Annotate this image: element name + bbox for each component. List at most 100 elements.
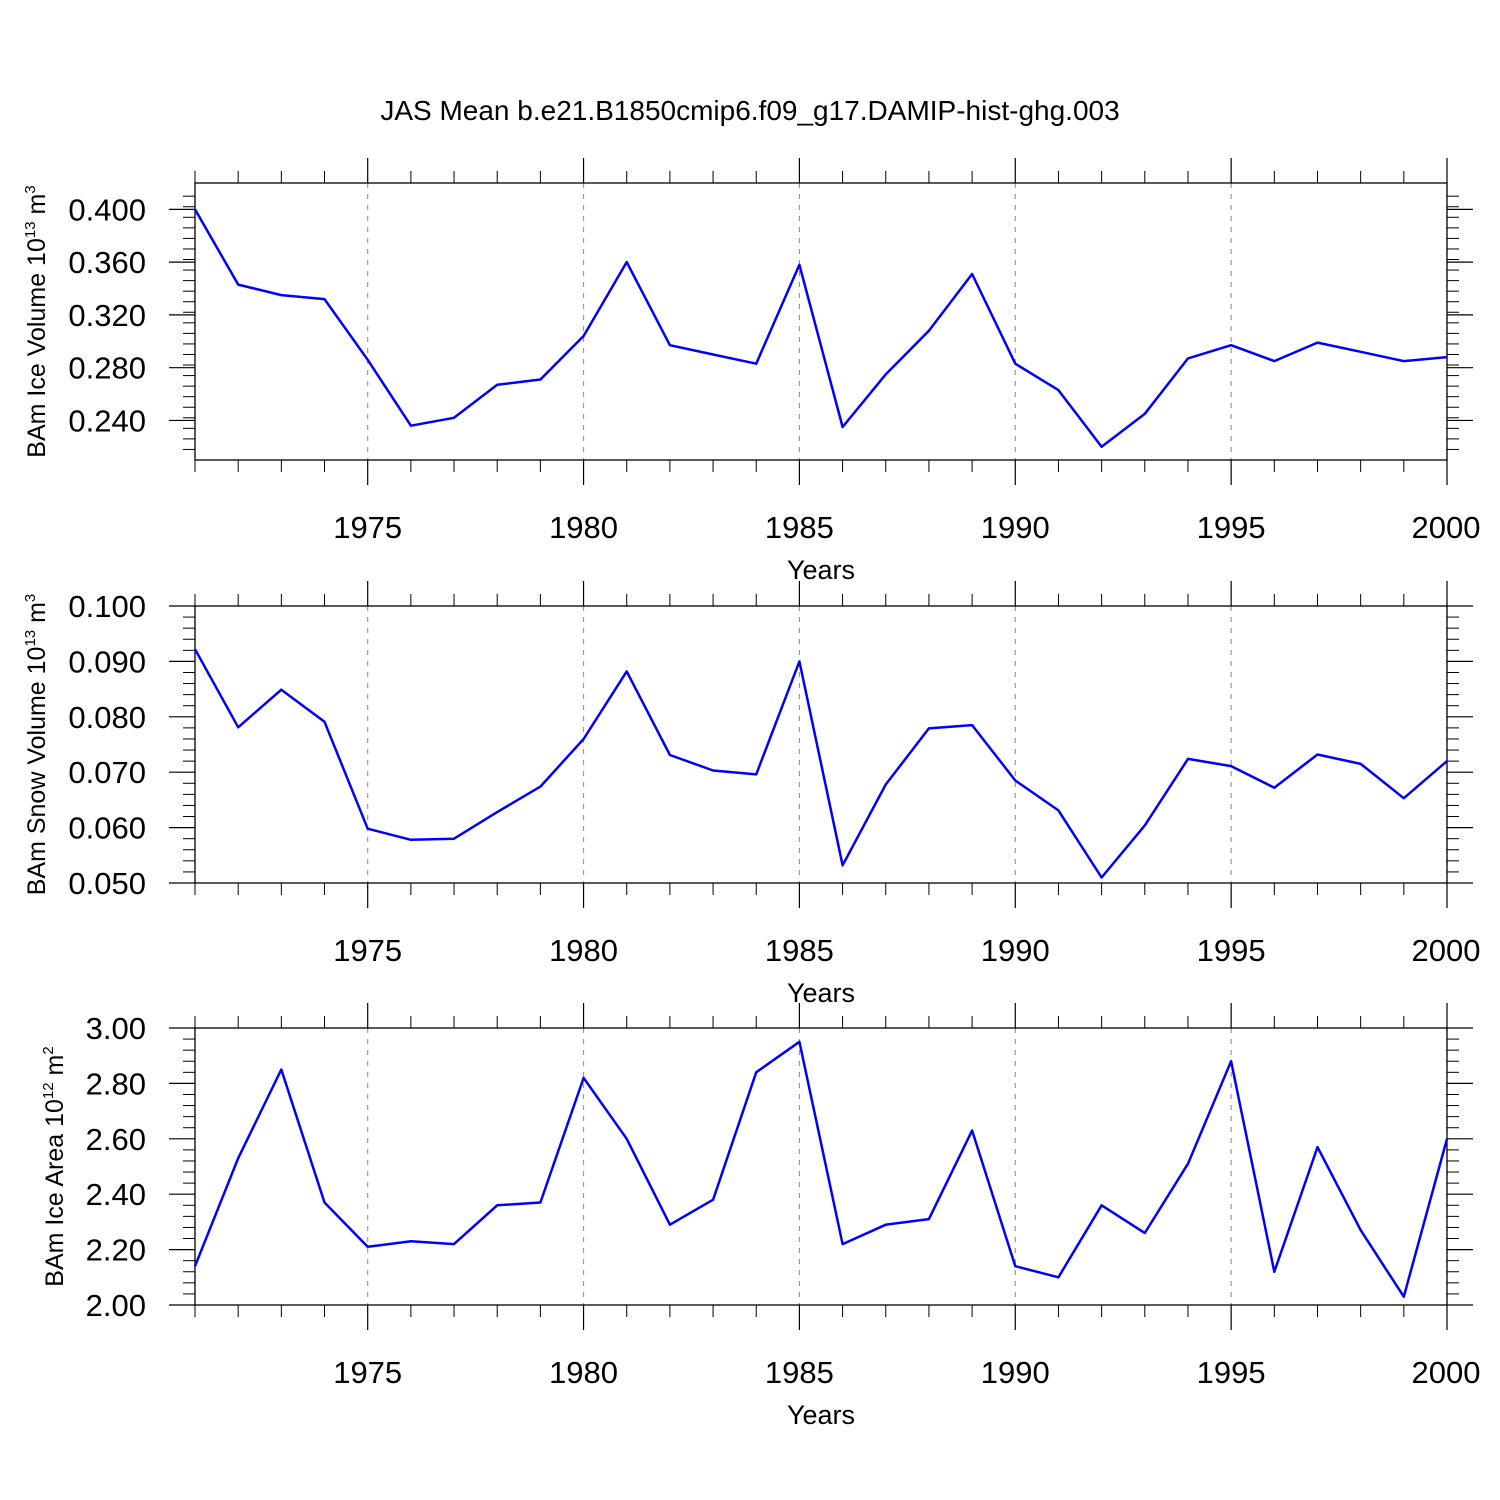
x-tick-label: 2000	[1412, 1355, 1481, 1390]
data-point	[1014, 779, 1017, 782]
snow-volume-panel: 1975 1980 1985 1990 1995 2000 0.050 0.060 0.070 0…	[22, 581, 1480, 1008]
data-point	[323, 298, 326, 300]
data-point	[453, 416, 455, 419]
data-point	[453, 837, 455, 840]
plot-frame	[194, 1027, 1448, 1306]
x-tick-label: 1975	[333, 1355, 402, 1390]
data-point	[1230, 765, 1232, 767]
data-point	[539, 1201, 542, 1204]
data-point	[582, 1077, 585, 1079]
series-line	[193, 208, 1448, 449]
data-point	[669, 1223, 671, 1226]
x-tick-label: 1995	[1197, 933, 1266, 968]
plot-frame	[194, 182, 1448, 461]
data-point	[1187, 758, 1189, 760]
ice-volume-panel: 1975 1980 1985 1990 1995 2000 0.240 0.280 0.320 0…	[22, 158, 1480, 585]
data-point	[841, 426, 844, 428]
data-point	[366, 358, 369, 361]
x-tick-label: 1975	[333, 933, 402, 968]
data-point	[194, 648, 196, 651]
y-tick-label: 0.320	[68, 298, 146, 333]
x-axis-label: Years	[787, 978, 855, 1008]
x-tick-label: 2000	[1412, 933, 1481, 968]
data-point	[755, 773, 758, 776]
x-tick-label: 1985	[765, 1355, 834, 1390]
x-axis-label: Years	[787, 1400, 855, 1430]
ice-area-panel: 1975 1980 1985 1990 1995 2000 2.00 2.20 2.40 2.60…	[40, 1003, 1480, 1430]
data-point	[1273, 786, 1276, 789]
data-point	[410, 1240, 412, 1243]
data-point	[1446, 760, 1448, 762]
data-point	[798, 660, 801, 663]
data-point	[971, 1129, 973, 1132]
data-point	[928, 727, 930, 730]
x-tick-label: 1975	[333, 510, 402, 545]
data-point	[625, 261, 628, 263]
data-point	[1359, 351, 1362, 353]
data-point	[884, 1223, 887, 1226]
data-point	[669, 754, 671, 756]
y-axis-label: BAm Ice Area 1012 m2	[40, 1046, 69, 1286]
y-axis-label: BAm Snow Volume 1013 m3	[22, 594, 51, 896]
data-point	[712, 1198, 714, 1201]
data-point	[1273, 1270, 1276, 1273]
plot-frame	[194, 605, 1448, 884]
y-tick-label: 0.280	[68, 351, 146, 386]
data-point	[1143, 1232, 1146, 1234]
x-tick-label: 1980	[549, 933, 618, 968]
data-point	[237, 726, 239, 729]
data-point	[798, 263, 801, 266]
y-axis-label-part: m	[41, 1055, 69, 1083]
data-point	[410, 424, 412, 427]
data-point	[971, 273, 973, 275]
data-point	[1100, 446, 1103, 448]
data-point	[1100, 1204, 1103, 1207]
x-tick-label: 1980	[549, 510, 618, 545]
data-point	[1230, 1060, 1232, 1063]
data-point	[884, 373, 887, 376]
y-tick-label: 0.100	[68, 589, 146, 624]
x-tick-label: 2000	[1412, 510, 1481, 545]
y-axis-label-superscript: 2	[40, 1046, 57, 1054]
y-axis-label-superscript: 3	[22, 185, 39, 193]
y-tick-label: 0.050	[68, 866, 146, 901]
data-point	[625, 1138, 628, 1140]
y-axis-label-part: BAm Ice Volume 10	[23, 238, 51, 458]
data-point	[280, 294, 283, 296]
y-axis-label: BAm Ice Volume 1013 m3	[22, 185, 51, 457]
data-point	[1100, 876, 1103, 879]
y-tick-label: 0.360	[68, 245, 146, 280]
y-tick-label: 0.060	[68, 811, 146, 846]
data-point	[884, 783, 887, 786]
data-point	[928, 329, 930, 332]
y-axis-label-part: m	[23, 194, 51, 222]
y-tick-label: 2.00	[86, 1288, 146, 1323]
y-tick-label: 2.20	[86, 1233, 146, 1268]
data-point	[755, 1071, 758, 1074]
data-point	[669, 344, 671, 347]
data-point	[755, 362, 758, 365]
y-tick-label: 0.070	[68, 755, 146, 790]
data-point	[1057, 809, 1060, 812]
data-point	[453, 1243, 455, 1245]
x-tick-label: 1990	[981, 1355, 1050, 1390]
y-tick-label: 0.090	[68, 644, 146, 679]
data-point	[1316, 753, 1319, 756]
data-point	[410, 838, 412, 841]
data-point	[1359, 763, 1362, 765]
data-point	[1057, 389, 1060, 391]
data-point	[1014, 1265, 1017, 1268]
x-axis-label: Years	[787, 555, 855, 585]
data-point	[582, 738, 585, 740]
data-point	[194, 208, 196, 211]
x-tick-label: 1990	[981, 510, 1050, 545]
y-tick-label: 3.00	[86, 1011, 146, 1046]
data-point	[1316, 1146, 1319, 1148]
series-line	[193, 648, 1448, 879]
data-point	[496, 384, 499, 386]
data-point	[1359, 1229, 1362, 1232]
data-point	[1143, 824, 1146, 827]
x-tick-label: 1980	[549, 1355, 618, 1390]
data-point	[1014, 362, 1017, 365]
